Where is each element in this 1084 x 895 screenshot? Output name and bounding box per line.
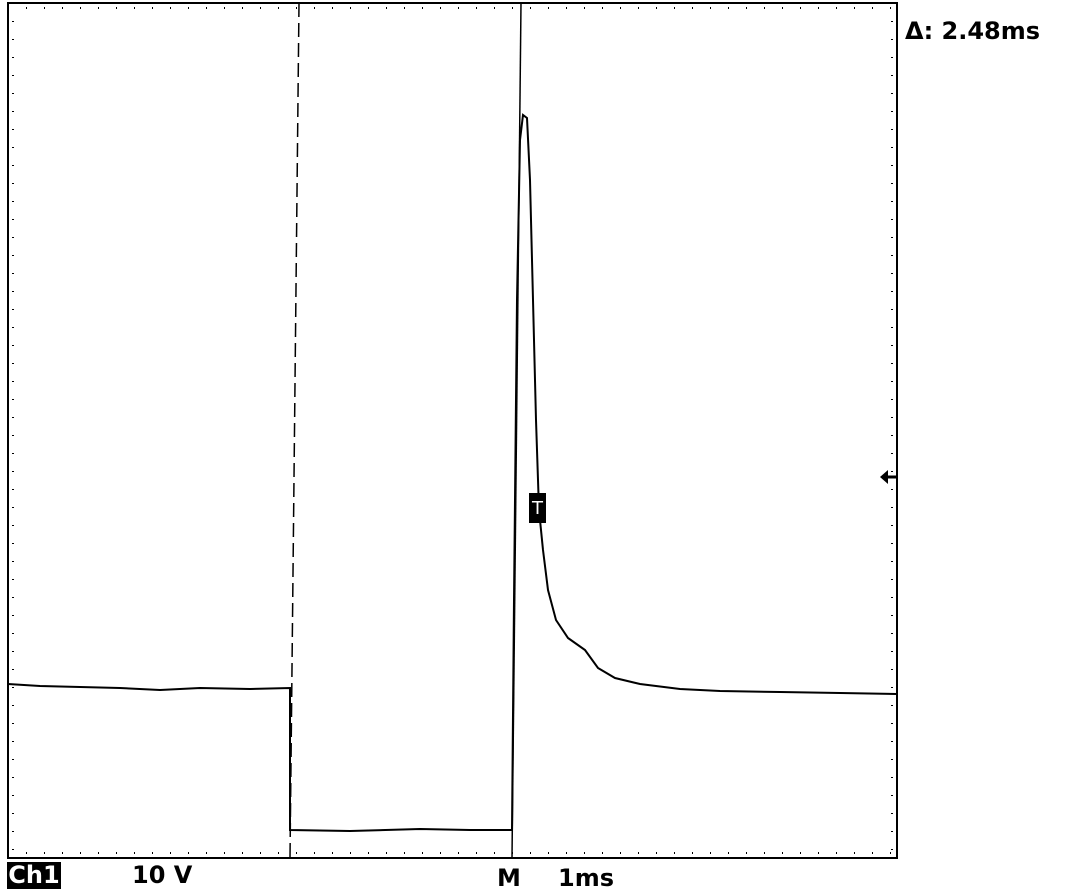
trigger-marker-label: T <box>531 498 544 519</box>
time-per-div: 1ms <box>558 864 614 892</box>
channel-label: Ch1 <box>8 861 59 889</box>
delta-readout: Δ: 2.48ms <box>905 17 1040 45</box>
trigger-marker-box <box>529 493 546 523</box>
mode-label: M <box>497 864 521 892</box>
cursor-dashed <box>289 2 300 859</box>
trigger-level-arrow <box>880 470 888 484</box>
graticule-frame <box>7 2 898 859</box>
volts-per-div: 10 V <box>132 861 193 889</box>
channel-badge <box>7 862 61 889</box>
waveform <box>7 113 898 833</box>
